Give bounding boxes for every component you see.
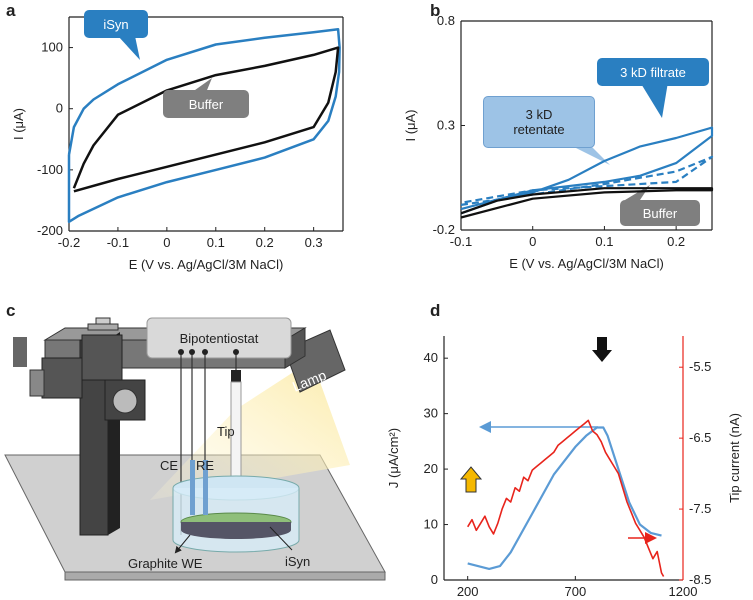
x-tick-label: 700 xyxy=(564,584,586,599)
y-tick-label: -0.2 xyxy=(433,222,455,237)
y-tick-label: 0.3 xyxy=(437,118,455,133)
series-callout: 3 kD retentate xyxy=(483,96,595,148)
series-callout: Buffer xyxy=(163,90,249,118)
y-tick-label: 100 xyxy=(41,40,63,55)
x-tick-label: 0 xyxy=(163,235,170,250)
arrow-icon xyxy=(459,466,483,493)
y-tick-label: -100 xyxy=(37,162,63,177)
y2-tick-label: -6.5 xyxy=(689,430,711,445)
diagram-label: Tip xyxy=(217,424,235,439)
setup-diagram xyxy=(4,317,386,581)
series-line xyxy=(72,46,340,193)
diagram-label: Graphite WE xyxy=(128,556,203,571)
diagram-label: iSyn xyxy=(285,554,310,569)
callout-tail xyxy=(570,145,610,165)
y-axis-label: I (μA) xyxy=(11,108,26,140)
x-tick-label: 0 xyxy=(529,234,536,249)
series-line xyxy=(460,187,714,219)
callout-tail xyxy=(640,82,668,118)
series-line xyxy=(67,27,341,224)
x-tick-label: 0.3 xyxy=(305,235,323,250)
y-tick-label: 0.8 xyxy=(437,13,455,28)
series-line xyxy=(460,126,714,215)
y-tick-label: -200 xyxy=(37,223,63,238)
x-tick-label: 1200 xyxy=(669,584,698,599)
series-line xyxy=(467,426,662,570)
x-tick-label: 0.1 xyxy=(595,234,613,249)
y2-axis-label: Tip current (nA) xyxy=(727,413,742,503)
x-tick-label: 0.2 xyxy=(256,235,274,250)
panel-letter: a xyxy=(6,1,16,20)
y-tick-label: 30 xyxy=(424,406,438,421)
x-tick-label: -0.1 xyxy=(107,235,129,250)
series-line xyxy=(467,419,665,577)
diagram-label: CE xyxy=(160,458,178,473)
y-tick-label: 40 xyxy=(424,350,438,365)
y2-tick-label: -8.5 xyxy=(689,572,711,587)
x-tick-label: 0.2 xyxy=(667,234,685,249)
x-axis-label: E (V vs. Ag/AgCl/3M NaCl) xyxy=(129,257,284,272)
y-axis-label: I (μA) xyxy=(403,109,418,141)
x-tick-label: 0.1 xyxy=(207,235,225,250)
y-tick-label: 20 xyxy=(424,461,438,476)
y2-tick-label: -5.5 xyxy=(689,359,711,374)
y-tick-label: 10 xyxy=(424,517,438,532)
y-axis-label: J (μA/cm²) xyxy=(386,428,401,488)
y2-tick-label: -7.5 xyxy=(689,501,711,516)
diagram-label: RE xyxy=(196,458,214,473)
series-callout: iSyn xyxy=(84,10,148,38)
y-tick-label: 0 xyxy=(431,572,438,587)
series-callout: 3 kD filtrate xyxy=(597,58,709,86)
series-callout: Buffer xyxy=(620,200,700,226)
panel-letter: d xyxy=(430,301,440,320)
x-tick-label: -0.2 xyxy=(58,235,80,250)
callout-tail xyxy=(118,36,140,60)
x-axis-label: E (V vs. Ag/AgCl/3M NaCl) xyxy=(509,256,664,271)
panel-letter: c xyxy=(6,301,15,320)
x-tick-label: -0.1 xyxy=(450,234,472,249)
series-line xyxy=(460,155,714,206)
arrow-icon xyxy=(592,337,612,362)
panel-letter: b xyxy=(430,1,440,20)
diagram-label: Bipotentiostat xyxy=(180,331,259,346)
y-tick-label: 0 xyxy=(56,101,63,116)
x-tick-label: 200 xyxy=(457,584,479,599)
